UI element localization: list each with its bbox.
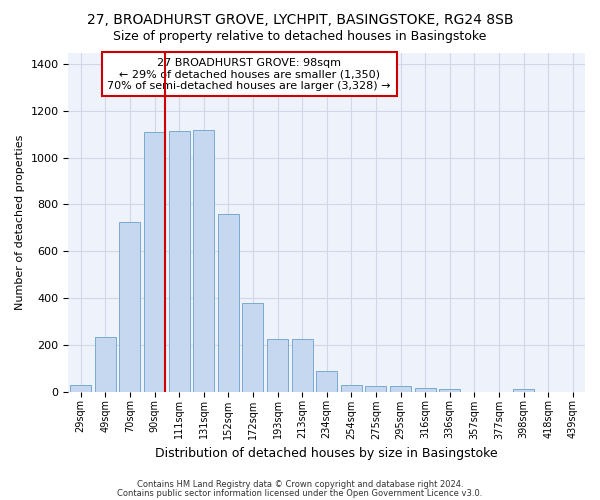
Bar bbox=[292, 339, 313, 392]
Bar bbox=[95, 336, 116, 392]
Bar bbox=[144, 132, 165, 392]
Bar bbox=[415, 388, 436, 392]
Bar bbox=[341, 384, 362, 392]
Bar bbox=[70, 384, 91, 392]
Text: 27, BROADHURST GROVE, LYCHPIT, BASINGSTOKE, RG24 8SB: 27, BROADHURST GROVE, LYCHPIT, BASINGSTO… bbox=[87, 12, 513, 26]
Bar bbox=[242, 303, 263, 392]
Text: Contains public sector information licensed under the Open Government Licence v3: Contains public sector information licen… bbox=[118, 488, 482, 498]
Y-axis label: Number of detached properties: Number of detached properties bbox=[15, 134, 25, 310]
Text: 27 BROADHURST GROVE: 98sqm
← 29% of detached houses are smaller (1,350)
70% of s: 27 BROADHURST GROVE: 98sqm ← 29% of deta… bbox=[107, 58, 391, 91]
Bar bbox=[169, 131, 190, 392]
Bar bbox=[193, 130, 214, 392]
Bar bbox=[316, 371, 337, 392]
Bar bbox=[439, 388, 460, 392]
Bar bbox=[267, 339, 288, 392]
Bar bbox=[218, 214, 239, 392]
Bar bbox=[513, 389, 534, 392]
Text: Contains HM Land Registry data © Crown copyright and database right 2024.: Contains HM Land Registry data © Crown c… bbox=[137, 480, 463, 489]
Bar bbox=[365, 386, 386, 392]
X-axis label: Distribution of detached houses by size in Basingstoke: Distribution of detached houses by size … bbox=[155, 447, 498, 460]
Bar bbox=[390, 386, 411, 392]
Text: Size of property relative to detached houses in Basingstoke: Size of property relative to detached ho… bbox=[113, 30, 487, 43]
Bar bbox=[119, 222, 140, 392]
